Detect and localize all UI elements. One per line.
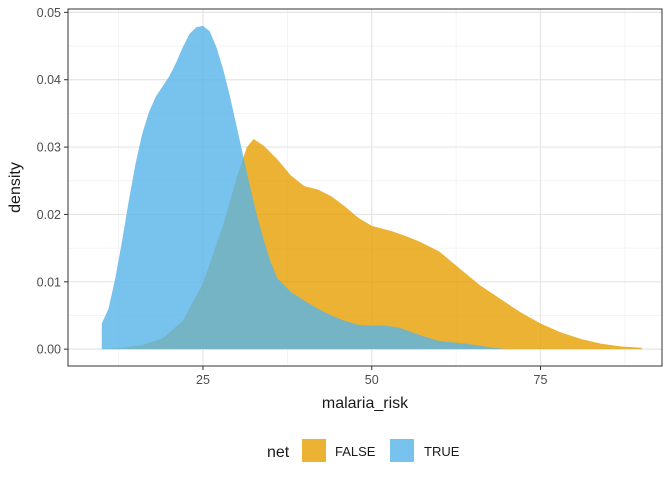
density-areas — [101, 25, 642, 350]
panel-border — [67, 8, 663, 367]
y-tick-label: 0.05 — [37, 6, 61, 20]
legend-key-true — [390, 439, 414, 462]
y-axis-title: density — [7, 162, 24, 213]
y-tick-label: 0.01 — [37, 275, 61, 289]
y-tick-label: 0.03 — [37, 141, 61, 155]
y-tick-label: 0.00 — [37, 343, 61, 357]
x-tick-label: 75 — [534, 373, 548, 387]
density-area-true — [101, 25, 507, 350]
legend-title: net — [267, 444, 290, 461]
legend-label-false: FALSE — [335, 444, 376, 459]
x-axis-title: malaria_risk — [322, 395, 409, 412]
legend-label-true: TRUE — [424, 444, 460, 459]
x-tick-label: 50 — [365, 373, 379, 387]
y-tick-label: 0.04 — [37, 73, 61, 87]
x-tick-label: 25 — [196, 373, 210, 387]
x-axis: 25 50 75 — [196, 366, 547, 387]
y-tick-label: 0.02 — [37, 208, 61, 222]
legend: net FALSE TRUE — [267, 439, 460, 462]
y-axis: 0.00 0.01 0.02 0.03 0.04 0.05 — [37, 6, 68, 357]
legend-key-false — [302, 439, 326, 462]
